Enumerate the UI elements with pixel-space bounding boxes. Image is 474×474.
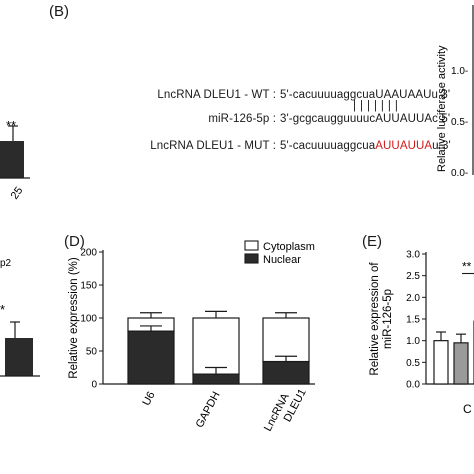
panel-d-label: (D) — [64, 233, 85, 250]
luciferase-tick-1: 1.0- — [451, 66, 468, 77]
wt-sequence: 5'-cacuuuuaggcuaUAAUAAUu 3' — [280, 89, 450, 101]
panel-b-label: (B) — [49, 3, 69, 20]
chart-d-xtick-line: GAPDH — [194, 390, 223, 430]
panel-e-label: (E) — [362, 233, 382, 250]
panel-a-bar — [0, 141, 24, 178]
chart-e-ylabel-line1: Relative expression of — [369, 262, 381, 376]
panel-c-partial: p2 * — [0, 258, 40, 377]
mir-sequence: 3'-gcgcaugguuuucAUUAUUAc 5' — [280, 113, 450, 125]
chart-d-legend-label-nuclear: Nuclear — [263, 254, 301, 266]
chart-e-category-fragment: C — [463, 402, 472, 416]
luciferase-ylabel: Relative luciferase activity — [436, 45, 448, 172]
chart-d-xtick-label: GAPDH — [194, 390, 223, 430]
chart-d-ytick-label: 0 — [91, 380, 97, 391]
mut-seq-suffix: u 3' — [432, 140, 451, 152]
panel-a-partial: ** 25 — [0, 118, 30, 202]
chart-d-ylabel: Relative expression (%) — [68, 257, 80, 379]
chart-e-ytick-label: 1.0 — [406, 336, 420, 347]
chart-e-ytick-label: 1.5 — [406, 315, 420, 326]
mut-sequence: 5'-cacuuuuaggcuaAUUAUUAu 3' — [280, 140, 451, 152]
mut-seq-prefix: 5'-cacuuuuaggcua — [280, 140, 376, 152]
chart-d-legend-swatch-cytoplasm — [244, 240, 259, 251]
chart-d-ytick-label: 200 — [80, 248, 97, 259]
chart-e-ytick-label: 3.0 — [406, 250, 420, 261]
wt-seq-site: UAAUAAU — [375, 89, 432, 101]
wt-seq-suffix: u 3' — [431, 89, 451, 101]
chart-e-bar — [433, 340, 449, 385]
mut-seq-site: AUUAUUA — [375, 140, 433, 152]
chart-d-xtick-label: U6 — [140, 390, 157, 408]
panel-c-significance: * — [0, 302, 5, 317]
wt-row-label: LncRNA DLEU1 - WT : — [157, 89, 276, 101]
chart-e-significance: ** — [462, 260, 472, 274]
wt-seq-prefix: 5'-cacuuuuaggcua — [280, 89, 376, 101]
chart-d-xtick-line: U6 — [140, 390, 157, 408]
chart-d-xtick-label: LncRNADLEU1 — [262, 381, 309, 440]
chart-d-bar-cytoplasm — [192, 317, 240, 375]
mir-row-label: miR-126-5p : — [208, 113, 276, 125]
chart-d-bar-nuclear — [262, 360, 310, 385]
luciferase-tick-3: 0.0- — [451, 168, 468, 179]
chart-e-bar — [453, 342, 469, 385]
chart-d-bar-nuclear — [127, 330, 175, 385]
chart-d-ytick-label: 50 — [86, 347, 98, 358]
chart-d-bar-nuclear — [192, 373, 240, 385]
mut-row-label: LncRNA DLEU1 - MUT : — [150, 140, 276, 152]
panel-c-bar — [5, 338, 33, 376]
chart-d-ytick-label: 150 — [80, 281, 97, 292]
chart-e-ylabel-line2: miR-126-5p — [382, 289, 394, 349]
pairing-lines: | | | | | | | — [353, 100, 399, 112]
panel-a-tick-label: 25 — [9, 185, 26, 202]
mir-seq-suffix: c 5' — [432, 113, 451, 125]
chart-e-ytick-label: 2.5 — [406, 271, 420, 282]
chart-d-bar-cytoplasm — [262, 317, 310, 363]
mir-seq-prefix: 3'-gcgcaugguuuuc — [280, 113, 376, 125]
mir-seq-site: AUUAUUA — [375, 113, 433, 125]
chart-e: Relative expression of miR-126-5p 0.0 0.5 1.… — [369, 250, 474, 416]
chart-d-legend-swatch-nuclear — [244, 253, 259, 264]
luciferase-tick-2: 0.5- — [451, 117, 468, 128]
luciferase-axis-partial: Relative luciferase activity 1.0- 0.5- 0… — [436, 5, 474, 179]
panel-c-fragment: p2 — [0, 258, 12, 269]
chart-d: Relative expression (%) 0 50 100 150 200 U6 GAP… — [68, 240, 315, 440]
chart-d-ytick-label: 100 — [80, 314, 97, 325]
chart-e-ytick-label: 0.5 — [406, 358, 420, 369]
chart-e-ytick-label: 2.0 — [406, 293, 420, 304]
chart-e-ytick-label: 0.0 — [406, 380, 420, 391]
chart-d-legend-label-cytoplasm: Cytoplasm — [263, 241, 315, 253]
